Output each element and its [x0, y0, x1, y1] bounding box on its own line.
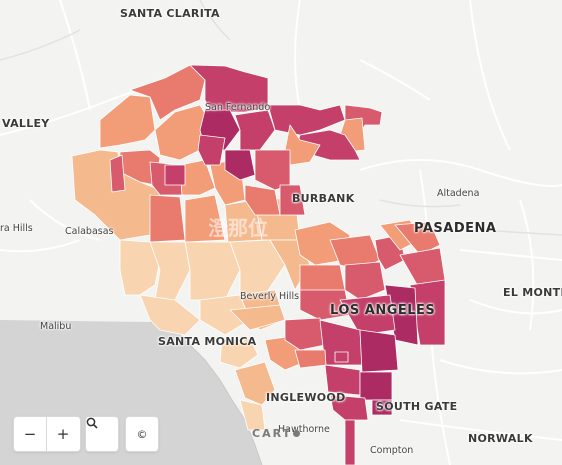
watermark: 澄那位: [208, 216, 268, 240]
attribution-button[interactable]: ©: [126, 417, 158, 451]
label-los-angeles: LOS ANGELES: [330, 303, 436, 318]
label-burbank: BURBANK: [292, 192, 355, 205]
label-hawthorne: Hawthorne: [278, 424, 330, 435]
label-santa-clarita: SANTA CLARITA: [120, 7, 220, 20]
search-icon: [86, 417, 98, 429]
carto-dot: [293, 430, 301, 437]
carto-attribution-logo: CART: [252, 427, 301, 440]
label-beverly-hills: Beverly Hills: [240, 291, 300, 302]
road-network-major: [0, 0, 562, 236]
coastline-shore: [149, 321, 263, 465]
label-hills: ra Hills: [0, 223, 33, 234]
search-button[interactable]: [86, 417, 118, 451]
search-control: [85, 416, 119, 452]
label-malibu: Malibu: [40, 321, 72, 332]
choropleth-regions: [71, 64, 446, 465]
label-altadena: Altadena: [437, 188, 480, 199]
label-south-gate: SOUTH GATE: [376, 400, 458, 413]
label-calabasas: Calabasas: [65, 226, 114, 237]
label-santa-monica: SANTA MONICA: [158, 335, 257, 348]
label-el-monte: EL MONTE: [503, 286, 562, 299]
copyright-icon: ©: [136, 427, 148, 441]
label-norwalk: NORWALK: [468, 432, 533, 445]
label-compton: Compton: [370, 445, 414, 456]
label-pasadena: PASADENA: [414, 221, 497, 236]
attribution-control: ©: [125, 416, 159, 452]
zoom-in-button[interactable]: +: [46, 417, 79, 451]
label-san-fernando: San Fernando: [205, 102, 271, 113]
label-valley: VALLEY: [2, 117, 50, 130]
zoom-out-button[interactable]: −: [23, 425, 37, 443]
zoom-controls: − +: [13, 416, 81, 452]
label-inglewood: INGLEWOOD: [266, 391, 346, 404]
